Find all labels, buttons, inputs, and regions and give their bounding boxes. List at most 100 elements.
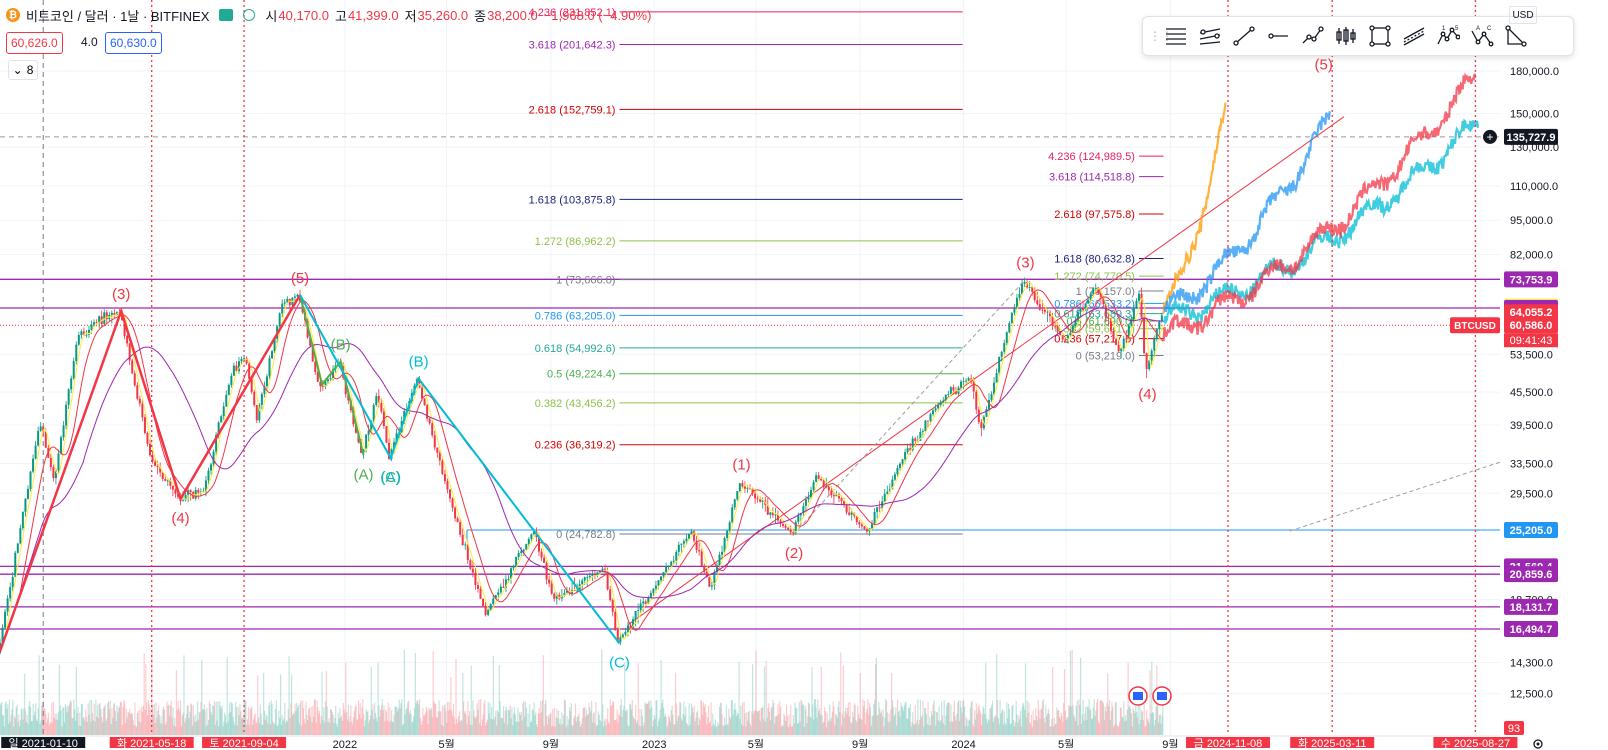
volume-bar — [488, 713, 490, 735]
volume-bar — [720, 703, 722, 735]
horizontal-ray-icon[interactable] — [1261, 20, 1295, 52]
volume-bar — [770, 708, 772, 735]
volume-bar — [214, 724, 216, 735]
volume-bar — [334, 718, 336, 735]
volume-bar — [924, 708, 926, 735]
volume-bar — [209, 703, 211, 735]
volume-bar — [309, 716, 311, 735]
volume-bar — [313, 716, 315, 735]
change-value: −1,968.0 (−4.90%) — [543, 7, 652, 23]
volume-bar — [646, 703, 648, 735]
volume-bar — [618, 715, 621, 735]
candle-body — [29, 471, 32, 489]
volume-bar — [807, 702, 810, 735]
date-label-text: 일 2021-01-10 — [8, 736, 77, 748]
path-icon[interactable] — [1295, 20, 1329, 52]
fib-small-level-label: 4.236 (124,989.5) — [1048, 151, 1135, 163]
volume-bar — [20, 708, 22, 735]
volume-bar — [268, 702, 271, 735]
volume-bar — [1049, 726, 1051, 735]
candle-body — [499, 586, 502, 593]
parallel-channel-icon[interactable] — [1397, 20, 1431, 52]
candle-body — [1, 627, 4, 643]
wave-label: (3) — [112, 286, 130, 303]
indicators-toggle[interactable]: ⌄ 8 — [8, 60, 38, 80]
volume-bar — [665, 716, 667, 735]
volume-bar — [520, 711, 522, 735]
volume-bar — [636, 720, 638, 735]
buy-button[interactable]: 60,630.0 — [105, 32, 162, 54]
volume-bar — [1051, 718, 1053, 735]
flag-icon[interactable] — [219, 9, 234, 21]
volume-bar — [480, 725, 483, 735]
candle-body — [1056, 325, 1059, 332]
candle-body — [1140, 293, 1143, 318]
volume-bar — [341, 715, 343, 735]
volume-bar — [805, 709, 807, 735]
horizontal-lines-icon[interactable] — [1159, 20, 1193, 52]
candle-body — [1074, 319, 1077, 326]
volume-bar — [587, 714, 589, 735]
candle-body — [1130, 319, 1133, 326]
volume-bar — [644, 702, 646, 735]
rectangle-icon[interactable] — [1363, 20, 1397, 52]
volume-bar — [201, 659, 203, 735]
volume-bar — [809, 716, 811, 735]
candles-icon[interactable] — [1329, 20, 1363, 52]
volume-bar — [532, 710, 534, 735]
volume-bar — [1052, 666, 1054, 735]
volume-bar — [256, 722, 258, 735]
volume-bar — [757, 711, 760, 735]
fib-small-level-label: 1.272 (74,770.5) — [1054, 271, 1135, 283]
candle-body — [804, 499, 807, 506]
candle-body — [548, 579, 551, 584]
date-label-text: 수 2025-08-27 — [1441, 737, 1510, 748]
candle-body — [512, 566, 515, 569]
volume-bar — [899, 716, 901, 735]
volume-bar — [63, 707, 65, 735]
volume-bar — [324, 722, 326, 735]
volume-bar — [861, 719, 863, 735]
candle-body — [606, 571, 609, 590]
volume-bar — [882, 708, 884, 735]
volume-bar — [1080, 723, 1083, 735]
regression-channel-icon[interactable] — [1193, 20, 1227, 52]
volume-bar — [119, 701, 122, 735]
volume-bar — [464, 711, 466, 735]
volume-bar — [386, 720, 388, 735]
volume-bar — [1068, 704, 1070, 735]
volume-bar — [1152, 711, 1154, 735]
us-flag-icon-fill — [1133, 692, 1143, 700]
volume-bar — [1155, 706, 1157, 735]
volume-bar — [902, 710, 905, 735]
volume-bar — [1030, 723, 1032, 735]
volume-bar — [380, 705, 383, 735]
currency-selector[interactable]: USD — [1509, 6, 1537, 24]
volume-bar — [735, 709, 737, 735]
sell-button[interactable]: 60,626.0 — [6, 32, 63, 54]
trend-line-icon[interactable] — [1227, 20, 1261, 52]
volume-bar — [291, 715, 294, 735]
volume-bar — [174, 718, 176, 735]
volume-bar — [100, 708, 102, 735]
volume-bar — [913, 724, 916, 735]
candle-body — [952, 387, 955, 391]
date-label-badge — [109, 737, 194, 748]
volume-bar — [227, 721, 229, 735]
volume-bar — [619, 705, 622, 735]
volume-bar — [517, 707, 519, 735]
volume-bar — [1035, 716, 1038, 735]
symbol-title[interactable]: 비트코인 / 달러 · 1날 · BITFINEX — [26, 8, 210, 24]
candle-body — [210, 464, 213, 471]
volume-bar — [559, 718, 561, 735]
triangle-icon[interactable] — [1499, 20, 1533, 52]
volume-bar — [1080, 657, 1082, 735]
volume-bar — [931, 715, 933, 735]
drag-handle-icon[interactable]: ⋮⋮ — [1149, 29, 1173, 43]
volume-bar — [1016, 714, 1018, 735]
volume-bar — [444, 704, 446, 735]
settings-icon[interactable] — [1532, 738, 1544, 750]
